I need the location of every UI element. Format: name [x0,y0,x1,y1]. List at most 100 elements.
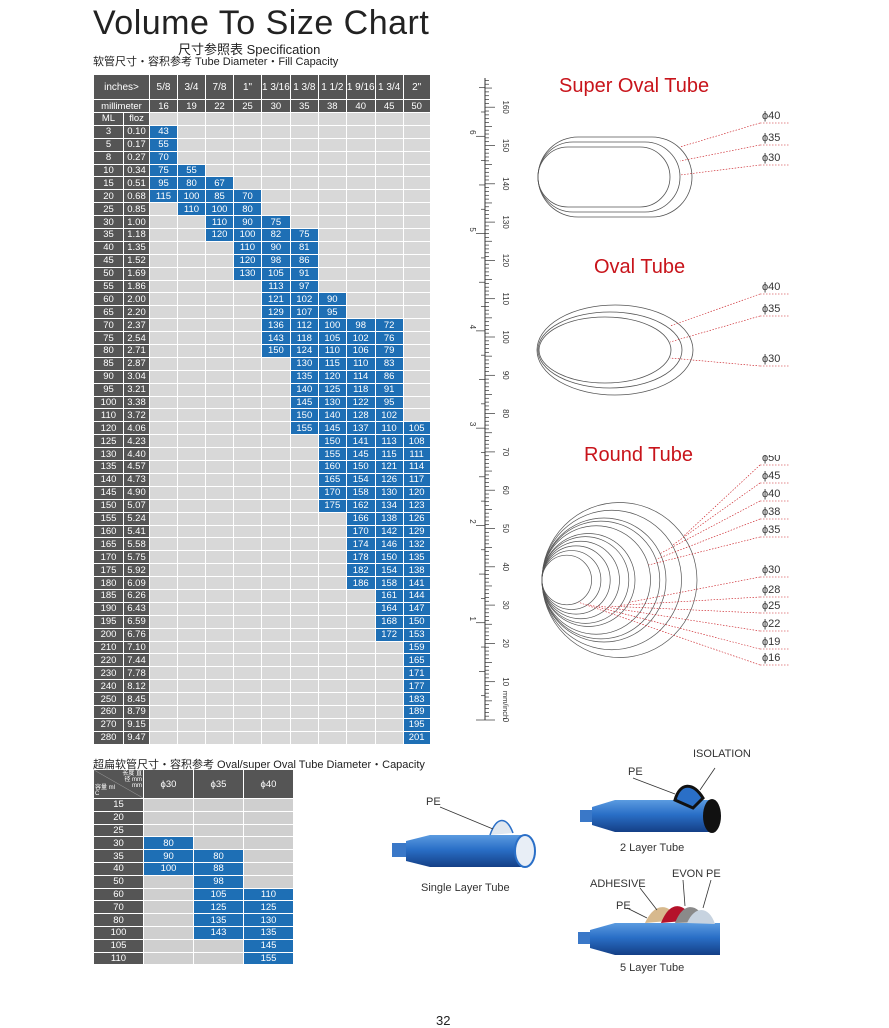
table-row: 185 6.26 161 144 [94,589,431,603]
ml-value: 195 [94,615,124,629]
table-row: 15 0.51 95 80 67 [94,177,431,191]
round-leader [587,604,761,650]
empty-cell [234,512,262,526]
capacity-cell: 120 [403,486,431,500]
mm-header-6: 38 [318,100,347,113]
empty-cell [346,177,376,191]
table-row: 250 8.45 183 [94,693,431,706]
round-diameter-label: ϕ38 [762,506,780,518]
empty-cell [262,164,291,178]
oval-column-header: ϕ40 [244,770,294,799]
capacity-cell: 162 [346,499,376,513]
empty-cell [403,216,431,230]
empty-cell [234,357,262,371]
empty-cell [234,396,262,410]
empty-cell [178,448,206,462]
empty-cell [206,628,234,642]
capacity-cell: 145 [290,396,319,410]
inch-header-2: 7/8 [206,75,234,100]
oval-leader [669,293,761,327]
floz-value: 2.54 [124,332,150,346]
empty-cell [144,939,194,953]
capacity-cell: 150 [290,409,319,423]
floz-value: 0.85 [124,203,150,217]
capacity-cell: 55 [178,164,206,178]
empty-cell [194,837,244,851]
empty-cell [144,824,194,838]
empty-cell [206,448,234,462]
empty-cell [403,396,431,410]
empty-cell [178,473,206,487]
ml-value: 8 [94,151,124,165]
ml-value: 110 [94,409,124,423]
oval-column-header: ϕ30 [144,770,194,799]
capacity-cell: 155 [290,422,319,436]
empty-cell [318,164,347,178]
adhesive-label: ADHESIVE [590,878,646,890]
empty-cell [206,383,234,397]
empty-cell [375,654,404,668]
empty-cell [262,654,291,668]
empty-cell [403,190,431,204]
empty-cell [234,409,262,423]
round-diameter-label: ϕ22 [762,618,780,630]
round-outline [541,533,636,627]
empty-cell [206,654,234,668]
capacity-cell: 130 [244,914,294,927]
empty-cell [262,538,291,552]
inch-label: 4 [468,325,477,330]
ml-value: 50 [94,875,144,889]
empty-cell [318,177,347,191]
capacity-cell: 100 [144,862,194,876]
capacity-cell: 186 [346,577,376,590]
round-leader [655,518,761,560]
floz-value: 6.09 [124,577,150,590]
empty-cell [290,435,319,449]
empty-cell [318,693,347,706]
table-row: 210 7.10 159 [94,641,431,655]
empty-cell [206,138,234,152]
empty-cell [290,486,319,500]
empty-cell [403,370,431,384]
empty-cell [262,461,291,474]
super-oval-outline [537,141,681,213]
table-row: 105 145 [94,939,294,953]
empty-cell [150,113,178,126]
floz-value: 9.15 [124,718,150,732]
round-leader [648,536,761,566]
empty-cell [178,409,206,423]
capacity-cell: 165 [318,473,347,487]
ml-value: 95 [94,383,124,397]
capacity-cell: 154 [375,564,404,578]
table-row: 150 5.07 175 162 134 123 [94,499,431,513]
empty-cell [234,538,262,552]
floz-value: 9.47 [124,731,150,745]
capacity-cell: 80 [234,203,262,217]
round-outline [541,525,651,635]
table-row: 175 5.92 182 154 138 [94,564,431,578]
empty-cell [150,577,178,590]
empty-cell [346,164,376,178]
corner-bottom-label: 容量 ml C [95,785,115,797]
empty-cell [262,138,291,152]
capacity-cell: 178 [346,551,376,565]
empty-cell [318,254,347,268]
ml-value: 240 [94,680,124,694]
capacity-cell: 79 [375,345,404,358]
capacity-cell: 174 [346,538,376,552]
empty-cell [206,396,234,410]
empty-cell [178,241,206,255]
empty-cell [178,589,206,603]
table-row: 80 135 130 [94,914,294,927]
table-row: 8 0.27 70 [94,151,431,165]
millimeter-header-label: millimeter [94,100,150,113]
capacity-cell: 138 [375,512,404,526]
capacity-cell: 72 [375,319,404,333]
inch-label: 6 [468,130,477,135]
super-oval-title: Super Oval Tube [559,75,710,97]
empty-cell [346,628,376,642]
round-diagram: ϕ50 ϕ45 ϕ40 ϕ38 ϕ35 ϕ30 ϕ28 ϕ25 ϕ22 ϕ19 ϕ16 [541,455,790,666]
empty-cell [234,551,262,565]
capacity-cell: 113 [262,280,291,294]
pe-leader [439,806,494,830]
